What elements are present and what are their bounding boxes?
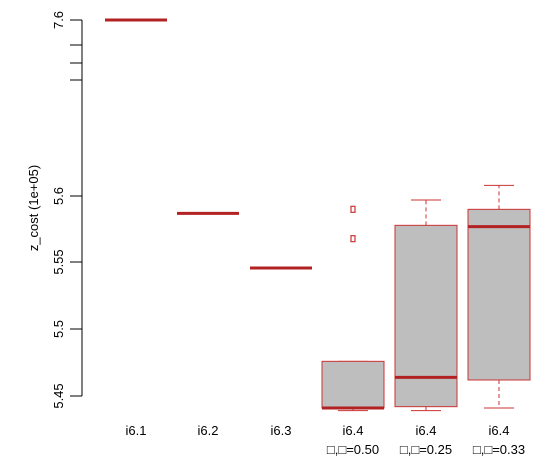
y-tick-label: 5.6	[51, 187, 66, 205]
box	[321, 360, 385, 409]
plot-area	[105, 18, 531, 412]
x-category-label: i6.3	[271, 423, 292, 438]
x-category-sublabel: □,□=0.33	[473, 442, 525, 457]
x-category-sublabel: □,□=0.50	[327, 442, 379, 457]
x-category-label: i6.1	[126, 423, 147, 438]
outlier-point	[350, 235, 356, 243]
x-category-label: i6.2	[198, 423, 219, 438]
box	[394, 224, 458, 408]
y-tick-label: 5.45	[51, 383, 66, 408]
y-tick-label: 5.5	[51, 320, 66, 338]
y-tick-label: 5.55	[51, 249, 66, 274]
x-category-label: i6.4	[489, 423, 510, 438]
y-tick-label: 7.6	[51, 11, 66, 29]
y-axis: 7.6 5.6 5.55 5.5 5.45 z_cost (1e+05)	[26, 11, 83, 409]
x-axis-labels: i6.1 i6.2 i6.3 i6.4 i6.4 i6.4 □,□=0.50 □…	[126, 423, 526, 457]
x-category-label: i6.4	[343, 423, 364, 438]
x-category-sublabel: □,□=0.25	[400, 442, 452, 457]
box	[467, 208, 531, 381]
y-axis-label: z_cost (1e+05)	[26, 165, 41, 251]
x-category-label: i6.4	[416, 423, 437, 438]
outlier-point	[350, 205, 356, 213]
